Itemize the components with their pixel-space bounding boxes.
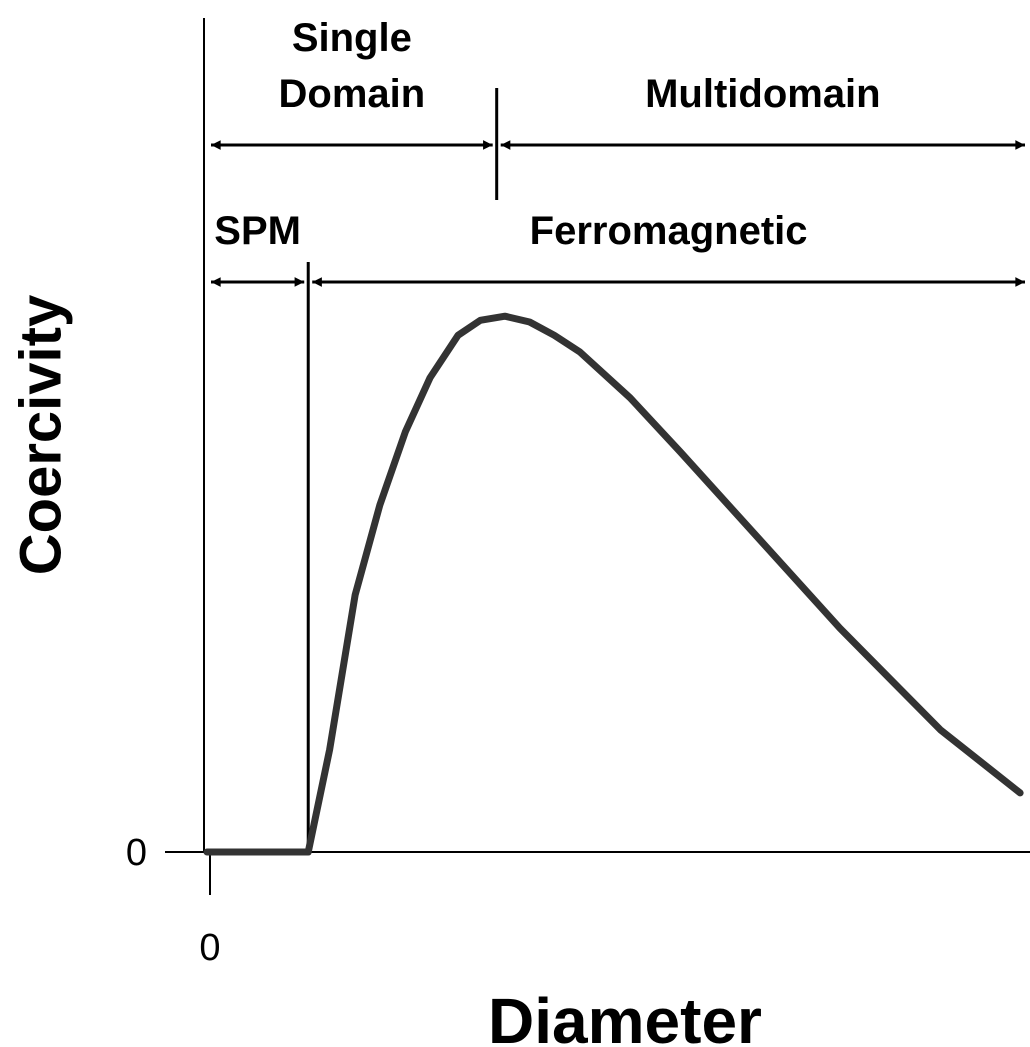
region-label: Single [292,16,412,60]
y-axis-label: Coercivity [8,295,73,575]
region-label: Multidomain [645,72,881,116]
region-label: Ferromagnetic [530,209,808,253]
x-tick-label: 0 [199,927,220,969]
x-axis-label: Diameter [488,985,762,1047]
y-tick-label: 0 [126,832,147,874]
data-line [203,312,1024,856]
region-label: Domain [279,72,426,116]
region-label: SPM [214,209,301,253]
